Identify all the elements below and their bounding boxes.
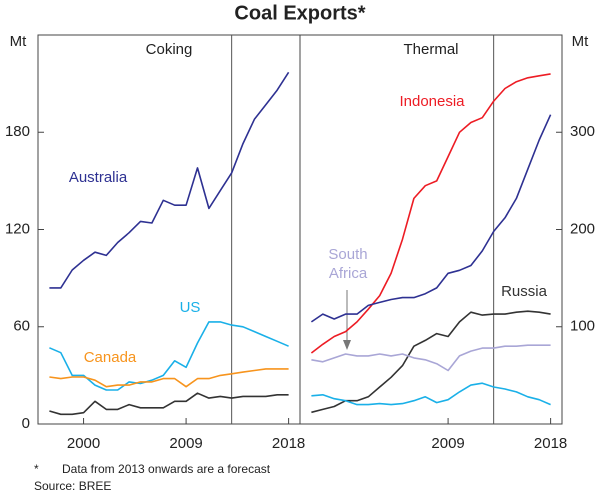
panel-title: Coking <box>146 41 193 58</box>
series-label: Indonesia <box>399 93 465 110</box>
x-tick-label: 2009 <box>169 435 202 452</box>
source: Source: BREE <box>34 479 111 493</box>
series-label-text: South Africa <box>328 246 368 282</box>
series-label: US <box>180 299 201 316</box>
y-tick-label: 300 <box>570 123 595 140</box>
chart-title: Coal Exports* <box>234 2 365 24</box>
series-label: Australia <box>69 169 128 186</box>
panel-title: Thermal <box>403 41 458 58</box>
x-tick-label: 2000 <box>67 435 100 452</box>
series-line <box>310 114 552 323</box>
y-tick-label: 120 <box>5 220 30 237</box>
y-tick-label: 60 <box>13 318 30 335</box>
series-line <box>49 392 289 416</box>
series-line <box>311 310 551 414</box>
series-line <box>49 71 290 289</box>
y-axis-label: Mt <box>10 33 27 50</box>
series-line <box>310 73 551 354</box>
y-axis-label: Mt <box>572 33 589 50</box>
footnote: Data from 2013 onwards are a forecast <box>62 462 271 476</box>
series-line <box>49 321 289 391</box>
y-tick-label: 200 <box>570 220 595 237</box>
footnote-marker: * <box>34 462 39 476</box>
y-tick-label: 0 <box>22 415 30 432</box>
series-label: South Africa <box>328 246 368 282</box>
series-label: Russia <box>501 283 548 300</box>
series-line <box>311 382 551 406</box>
series-line <box>49 368 289 388</box>
x-tick-label: 2009 <box>431 435 464 452</box>
y-tick-label: 100 <box>570 318 595 335</box>
series-label: Canada <box>84 349 137 366</box>
x-tick-label: 2018 <box>534 435 567 452</box>
y-tick-label: 180 <box>5 123 30 140</box>
annotation-arrowhead <box>343 340 351 350</box>
series-line <box>311 344 551 372</box>
x-tick-label: 2018 <box>272 435 305 452</box>
